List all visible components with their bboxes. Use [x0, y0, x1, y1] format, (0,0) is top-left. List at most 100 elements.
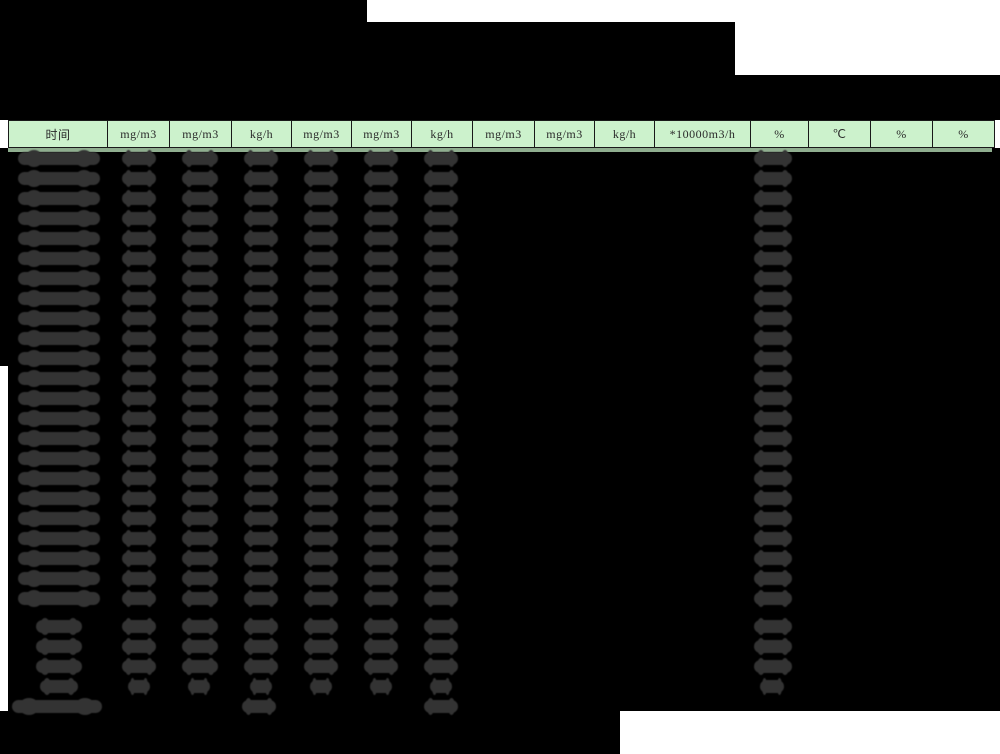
- redacted-cell: [364, 270, 398, 287]
- redacted-cell: [244, 618, 278, 635]
- redacted-cell: [304, 618, 338, 635]
- redacted-cell: [244, 370, 278, 387]
- redacted-cell: [304, 410, 338, 427]
- redacted-cell: [18, 470, 100, 487]
- redacted-cell: [182, 658, 218, 675]
- redacted-cell: [364, 430, 398, 447]
- column-header-unit-9[interactable]: kg/h: [595, 120, 655, 148]
- redacted-cell: [18, 550, 100, 567]
- redacted-cell: [304, 370, 338, 387]
- redacted-cell: [182, 430, 218, 447]
- redacted-cell: [182, 370, 218, 387]
- redacted-cell: [182, 550, 218, 567]
- redacted-cell: [182, 290, 218, 307]
- column-header-time[interactable]: 时间: [8, 120, 108, 148]
- column-header-percent-1[interactable]: %: [751, 120, 809, 148]
- redacted-cell: [12, 698, 102, 715]
- redacted-cell: [424, 450, 458, 467]
- redacted-cell: [424, 250, 458, 267]
- redacted-cell: [18, 510, 100, 527]
- column-header-unit-3[interactable]: kg/h: [232, 120, 292, 148]
- redacted-cell: [364, 210, 398, 227]
- redacted-cell: [36, 638, 82, 655]
- redacted-cell: [182, 310, 218, 327]
- redacted-cell: [364, 590, 398, 607]
- redacted-cell: [244, 190, 278, 207]
- redacted-cell: [122, 390, 156, 407]
- redacted-cell: [122, 350, 156, 367]
- redacted-cell: [122, 450, 156, 467]
- redacted-cell: [754, 618, 792, 635]
- redacted-cell: [122, 618, 156, 635]
- column-header-unit-7[interactable]: mg/m3: [473, 120, 535, 148]
- redacted-cell: [304, 530, 338, 547]
- redacted-cell: [18, 290, 100, 307]
- redacted-cell: [304, 250, 338, 267]
- redacted-cell: [18, 430, 100, 447]
- redacted-cell: [122, 170, 156, 187]
- redacted-cell: [244, 590, 278, 607]
- redacted-cell: [424, 698, 458, 715]
- column-header-unit-5[interactable]: mg/m3: [352, 120, 412, 148]
- redacted-cell: [364, 230, 398, 247]
- column-header-percent-2[interactable]: %: [871, 120, 933, 148]
- redacted-cell: [364, 350, 398, 367]
- redacted-cell: [304, 230, 338, 247]
- redacted-cell: [754, 550, 792, 567]
- redacted-cell: [182, 470, 218, 487]
- column-header-unit-4[interactable]: mg/m3: [292, 120, 352, 148]
- redacted-cell: [424, 430, 458, 447]
- column-header-unit-2[interactable]: mg/m3: [170, 120, 232, 148]
- redacted-cell: [754, 250, 792, 267]
- redacted-cell: [424, 590, 458, 607]
- column-header-flow[interactable]: *10000m3/h: [655, 120, 751, 148]
- redacted-cell: [754, 638, 792, 655]
- redacted-cell: [754, 450, 792, 467]
- redaction-plate-top-left: [0, 0, 367, 22]
- redacted-cell: [304, 570, 338, 587]
- redacted-cell: [754, 270, 792, 287]
- column-header-unit-8[interactable]: mg/m3: [535, 120, 595, 148]
- redacted-cell: [122, 510, 156, 527]
- redacted-cell: [754, 190, 792, 207]
- redacted-cell: [18, 450, 100, 467]
- redacted-cell: [122, 330, 156, 347]
- redacted-cell: [122, 550, 156, 567]
- redacted-cell: [304, 270, 338, 287]
- redacted-cell: [36, 618, 82, 635]
- redacted-cell: [424, 470, 458, 487]
- column-header-percent-3[interactable]: %: [933, 120, 995, 148]
- redacted-cell: [754, 590, 792, 607]
- redacted-cell: [304, 170, 338, 187]
- redacted-cell: [244, 330, 278, 347]
- redacted-cell: [244, 250, 278, 267]
- redacted-cell: [182, 230, 218, 247]
- redacted-cell: [244, 210, 278, 227]
- redacted-cell: [244, 270, 278, 287]
- redacted-cell: [182, 250, 218, 267]
- redacted-cell: [364, 490, 398, 507]
- redacted-cell: [244, 550, 278, 567]
- redacted-cell: [244, 170, 278, 187]
- redacted-cell: [122, 530, 156, 547]
- redacted-cell: [122, 430, 156, 447]
- column-header-unit-1[interactable]: mg/m3: [108, 120, 170, 148]
- redacted-cell: [18, 230, 100, 247]
- column-header-unit-6[interactable]: kg/h: [412, 120, 473, 148]
- redacted-cell: [128, 678, 150, 695]
- redacted-cell: [18, 250, 100, 267]
- redacted-cell: [424, 310, 458, 327]
- redacted-cell: [754, 410, 792, 427]
- redacted-cell: [18, 310, 100, 327]
- redacted-cell: [122, 638, 156, 655]
- redacted-cell: [182, 150, 218, 167]
- redacted-cell: [40, 678, 78, 695]
- redacted-cell: [182, 170, 218, 187]
- column-header-temperature[interactable]: ℃: [809, 120, 871, 148]
- redacted-cell: [304, 390, 338, 407]
- redacted-cell: [364, 150, 398, 167]
- redacted-cell: [182, 530, 218, 547]
- redacted-cell: [364, 410, 398, 427]
- redaction-plate-upper-full: [0, 75, 1000, 120]
- redacted-cell: [424, 290, 458, 307]
